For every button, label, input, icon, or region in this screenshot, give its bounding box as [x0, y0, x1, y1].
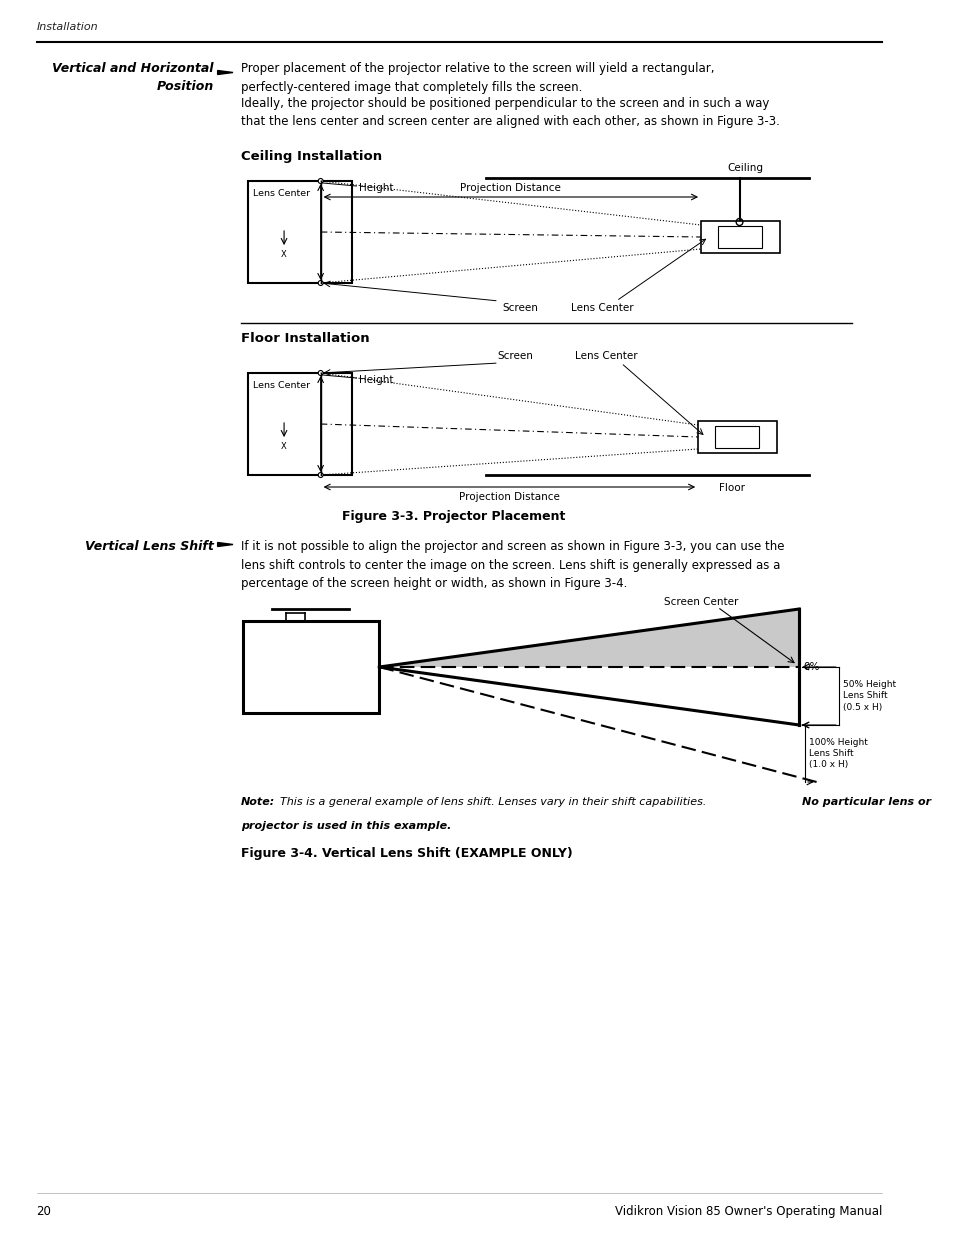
Text: Installation: Installation: [36, 22, 98, 32]
Circle shape: [318, 280, 323, 285]
Circle shape: [318, 473, 323, 478]
Text: Floor: Floor: [718, 483, 744, 493]
Text: Screen Center: Screen Center: [663, 597, 738, 606]
Text: 20: 20: [36, 1205, 51, 1218]
Text: This is a general example of lens shift. Lenses vary in their shift capabilities: This is a general example of lens shift.…: [280, 797, 709, 806]
Bar: [248, 182, 352, 283]
Text: Position: Position: [156, 80, 213, 93]
Circle shape: [318, 370, 323, 375]
Text: Note:: Note:: [240, 797, 274, 806]
Text: Lens Center: Lens Center: [575, 351, 638, 361]
Bar: [698, 421, 777, 453]
Text: Projection Distance: Projection Distance: [460, 183, 560, 193]
Text: Height: Height: [358, 375, 394, 385]
Circle shape: [318, 179, 323, 184]
Bar: [242, 621, 379, 713]
Bar: [718, 226, 760, 248]
Text: Proper placement of the projector relative to the screen will yield a rectangula: Proper placement of the projector relati…: [240, 62, 714, 94]
Text: projector is used in this example.: projector is used in this example.: [240, 821, 451, 831]
Text: Screen: Screen: [497, 351, 533, 361]
Text: Lens Center: Lens Center: [253, 382, 310, 390]
Text: Screen: Screen: [501, 303, 537, 312]
Polygon shape: [217, 542, 233, 547]
Text: Projection Distance: Projection Distance: [458, 492, 559, 501]
Text: X: X: [281, 249, 287, 259]
Text: 100% Height
Lens Shift
(1.0 x H): 100% Height Lens Shift (1.0 x H): [808, 737, 867, 769]
Text: Figure 3-4. Vertical Lens Shift (EXAMPLE ONLY): Figure 3-4. Vertical Lens Shift (EXAMPLE…: [240, 847, 572, 860]
Text: Figure 3-3. Projector Placement: Figure 3-3. Projector Placement: [341, 510, 564, 522]
Text: Ideally, the projector should be positioned perpendicular to the screen and in s: Ideally, the projector should be positio…: [240, 98, 779, 128]
Text: 50% Height
Lens Shift
(0.5 x H): 50% Height Lens Shift (0.5 x H): [841, 680, 895, 711]
Text: No particular lens or: No particular lens or: [801, 797, 930, 806]
Text: Floor Installation: Floor Installation: [240, 332, 369, 345]
Bar: [700, 221, 780, 253]
Text: Vertical and Horizontal: Vertical and Horizontal: [52, 62, 213, 75]
Text: Lens Center: Lens Center: [570, 303, 633, 312]
Text: Ceiling Installation: Ceiling Installation: [240, 149, 381, 163]
Text: If it is not possible to align the projector and screen as shown in Figure 3-3, : If it is not possible to align the proje…: [240, 540, 783, 590]
Text: Vidikron Vision 85 Owner's Operating Manual: Vidikron Vision 85 Owner's Operating Man…: [614, 1205, 882, 1218]
Polygon shape: [379, 609, 799, 667]
Polygon shape: [217, 70, 233, 74]
Text: X: X: [281, 442, 287, 451]
Text: Lens Center: Lens Center: [253, 189, 310, 198]
Text: Vertical Lens Shift: Vertical Lens Shift: [85, 540, 213, 553]
Bar: [248, 373, 352, 475]
Bar: [715, 426, 758, 448]
Text: Height: Height: [358, 183, 394, 193]
Text: 0%: 0%: [802, 662, 819, 672]
Text: Ceiling: Ceiling: [726, 163, 762, 173]
